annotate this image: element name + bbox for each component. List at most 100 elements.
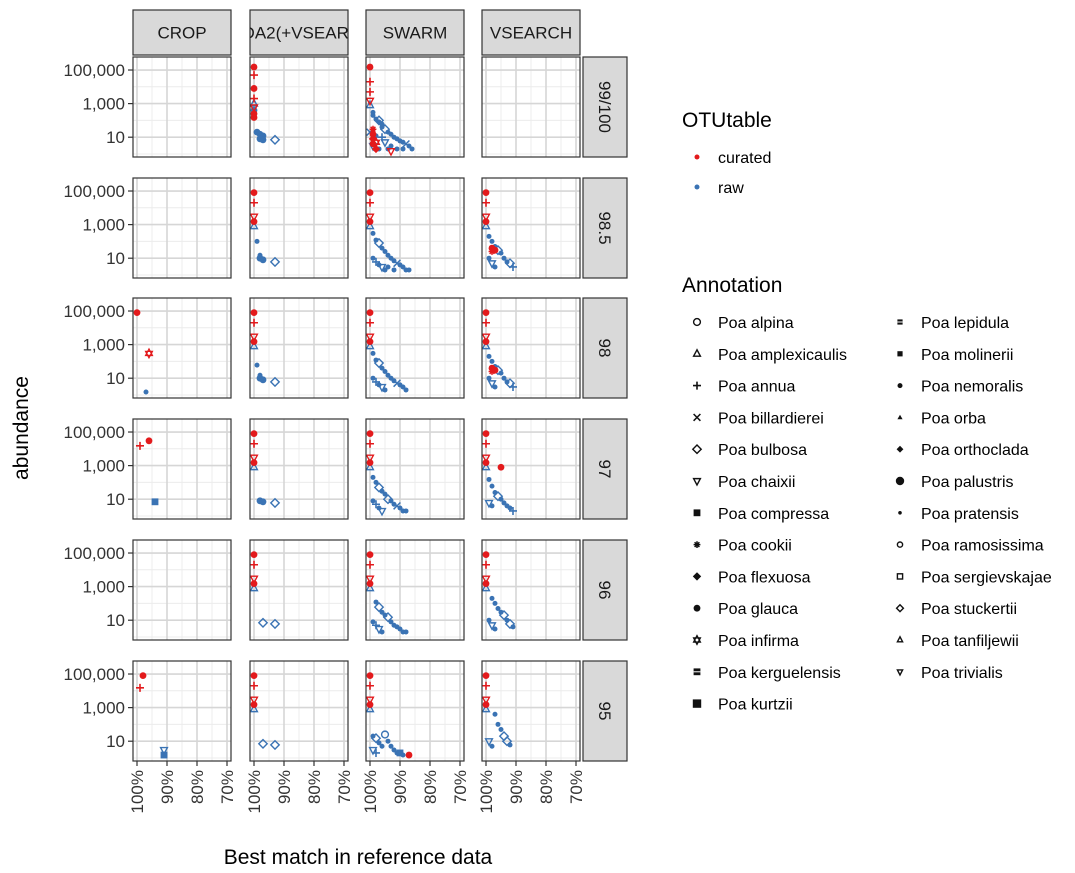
series-raw-points [365,220,412,273]
data-point [366,560,374,569]
data-point [250,85,258,92]
series-raw-points [249,220,281,268]
panel-border [365,297,465,399]
data-point [250,681,258,690]
facet-panel [482,540,580,640]
data-point [366,77,374,86]
data-point [257,738,269,749]
data-point [501,736,513,747]
y-tick-label: 1,000 [82,699,125,718]
data-point [145,437,153,445]
data-point [370,350,376,356]
facet-panel [133,298,231,398]
data-point [486,233,492,239]
legend-label: Poa tanfiljewii [921,633,1019,650]
data-point [143,389,149,395]
data-point [269,134,281,145]
facet-panel [250,661,348,761]
data-point [380,730,390,739]
data-point [249,98,259,107]
legend-label: Poa alpina [718,315,794,332]
row-strip [582,297,628,399]
data-point [391,501,397,507]
data-point [482,309,490,317]
row-strip-label: 98.5 [595,211,614,244]
data-point [373,599,379,605]
y-tick-label: 10 [106,732,125,751]
data-point [370,375,376,381]
y-tick-label: 100,000 [64,423,125,442]
series-raw-points [481,340,517,391]
legend-key [692,317,702,327]
data-point [482,338,490,346]
legend-key [691,444,703,455]
data-point [492,711,498,717]
facet-panel [133,178,231,278]
data-point [379,123,391,135]
series-curated-points [249,189,259,226]
data-point [249,454,259,464]
data-point [250,309,258,317]
row-strip-label: 97 [595,460,614,479]
legend-title: Annotation [682,274,782,297]
legend-key [694,184,700,190]
panel-border [249,539,349,641]
data-point [409,146,415,152]
data-point [371,144,381,154]
column-strip [481,9,581,56]
data-point [482,459,490,467]
series-curated-points [365,430,375,467]
column-strip [365,9,465,56]
data-point [144,347,154,357]
row-strip-label: 96 [595,581,614,600]
data-point [370,230,376,236]
data-point [366,551,374,559]
data-point [382,612,394,623]
data-point [365,213,375,223]
data-point [373,479,379,485]
legend-label: Poa lepidula [921,315,1009,332]
facet-panel [133,57,231,157]
data-point [366,218,374,226]
legend-key [692,572,702,581]
data-point [369,130,377,138]
data-point [403,508,409,514]
data-point [498,496,504,502]
data-point [372,377,380,386]
y-axes: 100,000 1,000 10 100,000 1,000 10 100,000 1,000… [64,61,133,751]
data-point [377,507,387,517]
data-point [373,115,385,126]
data-point [510,624,516,630]
y-tick-label: 100,000 [64,665,125,684]
legend-label: Poa chaixii [718,474,795,491]
data-point [259,136,267,144]
data-point [492,264,498,270]
x-tick-label: 70% [335,770,354,804]
data-point [382,369,388,375]
legend-label: Poa orba [921,410,986,427]
legend-title: OTUtable [682,109,772,132]
panel-border [132,418,232,520]
x-tick-label: 100% [245,770,264,813]
data-point [507,505,513,511]
series-curated-points [365,63,396,157]
x-axis-title: Best match in reference data [224,846,493,869]
panel-border [132,297,232,399]
legend-label: Poa kerguelensis [718,665,841,682]
legend-label: Poa orthoclada [921,442,1029,459]
x-tick-label: 100% [361,770,380,813]
legend-key [692,634,702,643]
panel-border [365,660,465,762]
series-curated-points [249,672,259,709]
data-point [259,498,267,506]
data-point [366,580,374,588]
y-tick-label: 100,000 [64,302,125,321]
data-point [250,551,258,559]
facet-panel [133,540,231,640]
data-point [369,140,377,148]
panel-border [365,177,465,279]
legend-key [897,351,903,357]
data-point [249,461,259,471]
data-point [139,672,147,680]
data-point [481,461,491,471]
